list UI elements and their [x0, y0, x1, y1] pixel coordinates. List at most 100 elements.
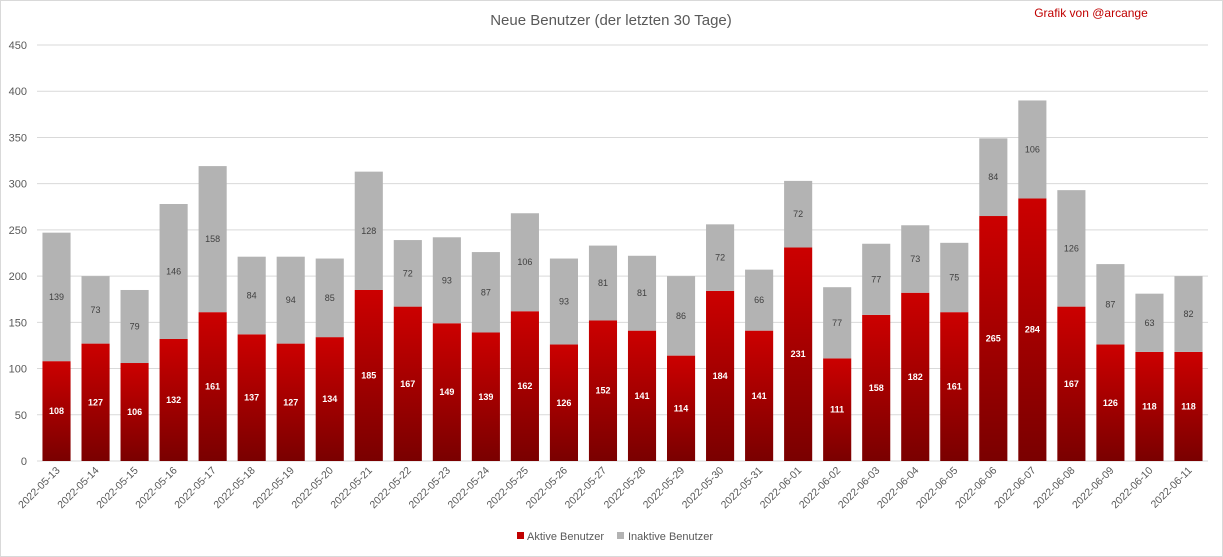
chart-title: Neue Benutzer (der letzten 30 Tage): [490, 12, 732, 29]
bar-inactive: [940, 242, 969, 313]
y-tick-label: 100: [9, 364, 27, 376]
data-label-active: 134: [322, 394, 337, 404]
bar-active: [315, 337, 344, 461]
bar-active: [1057, 306, 1086, 461]
y-tick-label: 300: [9, 179, 27, 191]
data-label-active: 184: [713, 371, 728, 381]
bar-inactive: [120, 289, 149, 364]
bar-inactive: [159, 204, 188, 339]
bar-active: [432, 323, 461, 461]
y-axis-ticks: 0 50 100 150 200 250 300 350 400 450: [9, 40, 27, 468]
bar-inactive: [549, 258, 579, 345]
bar-inactive: [745, 269, 774, 331]
data-label-inactive: 72: [715, 253, 725, 263]
bar-active: [1018, 198, 1047, 462]
bar-inactive: [510, 213, 539, 312]
bar-inactive: [432, 237, 461, 324]
bar-inactive: [81, 276, 110, 344]
data-label-active: 137: [244, 393, 259, 403]
data-label-active: 161: [205, 382, 220, 392]
data-label-active: 231: [791, 349, 806, 359]
data-label-inactive: 81: [598, 278, 608, 288]
data-label-inactive: 128: [361, 226, 376, 236]
bar-inactive: [666, 276, 696, 356]
data-label-inactive: 79: [130, 321, 140, 331]
data-label-active: 118: [1142, 401, 1157, 411]
data-label-inactive: 106: [517, 257, 532, 267]
bar-active: [237, 334, 266, 461]
y-tick-label: 450: [9, 40, 27, 52]
data-label-inactive: 63: [1144, 318, 1154, 328]
data-label-inactive: 87: [481, 287, 491, 297]
bar-active: [1135, 351, 1164, 461]
data-label-active: 127: [88, 397, 103, 407]
data-label-active: 161: [947, 382, 962, 392]
bar-inactive: [276, 256, 305, 344]
bar-inactive: [627, 255, 657, 331]
y-tick-label: 50: [15, 410, 27, 422]
legend-label-active: Aktive Benutzer: [527, 531, 604, 543]
bar-active: [510, 311, 539, 461]
bar-active: [784, 247, 813, 461]
data-label-inactive: 106: [1025, 144, 1040, 154]
data-label-active: 182: [908, 372, 923, 382]
data-label-inactive: 93: [442, 275, 452, 285]
bar-active: [666, 355, 696, 461]
data-label-active: 126: [556, 398, 571, 408]
bar-active: [549, 344, 579, 461]
data-label-inactive: 81: [637, 288, 647, 298]
y-tick-label: 150: [9, 317, 27, 329]
bar-active: [198, 312, 227, 461]
data-label-inactive: 87: [1105, 299, 1115, 309]
bar-inactive: [1135, 293, 1164, 352]
bar-inactive: [862, 243, 891, 315]
legend-swatch-inactive: [617, 532, 624, 539]
data-label-inactive: 158: [205, 234, 220, 244]
bar-inactive: [471, 252, 500, 333]
data-label-inactive: 73: [91, 305, 101, 315]
data-label-inactive: 85: [325, 293, 335, 303]
data-label-active: 167: [1064, 379, 1079, 389]
bar-active: [1096, 344, 1125, 461]
bar-inactive: [1096, 264, 1125, 345]
bar-active: [940, 312, 969, 461]
data-label-inactive: 77: [871, 274, 881, 284]
bar-inactive: [979, 138, 1008, 217]
data-label-active: 141: [752, 391, 767, 401]
data-label-inactive: 84: [247, 291, 257, 301]
data-label-active: 141: [635, 391, 650, 401]
data-label-active: 149: [439, 387, 454, 397]
bar-active: [354, 289, 383, 461]
bar-inactive: [42, 232, 71, 362]
data-label-active: 162: [517, 381, 532, 391]
data-label-active: 158: [869, 383, 884, 393]
bar-active: [120, 363, 149, 461]
data-label-inactive: 126: [1064, 243, 1079, 253]
bar-active: [276, 343, 305, 461]
bar-active: [42, 361, 71, 461]
legend: Aktive Benutzer Inaktive Benutzer: [517, 531, 713, 543]
data-label-inactive: 77: [832, 318, 842, 328]
chart-credit: Grafik von @arcange: [1034, 6, 1148, 20]
bar-active: [471, 332, 500, 461]
data-label-active: 118: [1181, 401, 1196, 411]
bar-active: [159, 338, 188, 461]
bar-inactive: [354, 171, 383, 290]
bar-inactive: [1174, 276, 1203, 352]
data-label-active: 265: [986, 334, 1001, 344]
bar-active: [588, 320, 618, 461]
bar-active: [1174, 351, 1203, 461]
bars: 108 139 127 73 106 79 132 146 161 158 137 84 127 94 13…: [42, 100, 1203, 462]
y-tick-label: 0: [21, 456, 27, 468]
data-label-active: 126: [1103, 398, 1118, 408]
bar-inactive: [588, 245, 618, 321]
legend-label-inactive: Inaktive Benutzer: [628, 531, 713, 543]
data-label-inactive: 146: [166, 266, 181, 276]
gridlines: [37, 44, 1208, 462]
y-tick-label: 200: [9, 271, 27, 283]
data-label-active: 106: [127, 407, 142, 417]
bar-active: [627, 330, 657, 461]
data-label-inactive: 75: [949, 272, 959, 282]
